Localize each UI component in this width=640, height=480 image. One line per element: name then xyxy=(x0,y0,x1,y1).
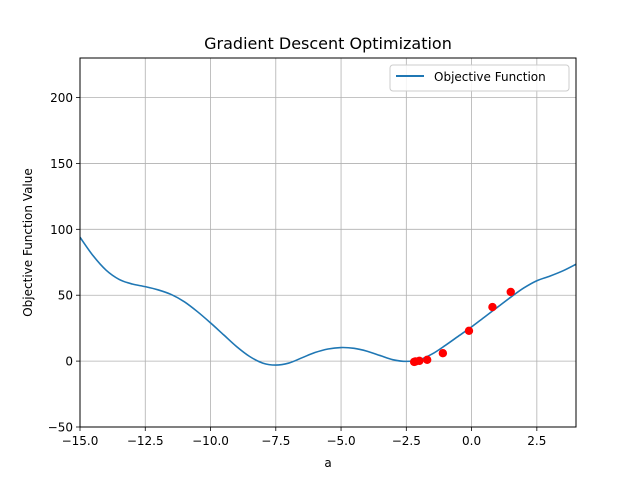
gradient-step-point xyxy=(488,302,497,312)
x-tick-label: −15.0 xyxy=(62,434,99,448)
legend-label: Objective Function xyxy=(434,70,546,84)
x-axis: −15.0 −12.5 −10.0 −7.5 −5.0 −2.5 0.0 2.5 xyxy=(62,427,546,448)
plot-area xyxy=(80,236,576,367)
x-tick-label: −10.0 xyxy=(192,434,229,448)
x-tick-label: −7.5 xyxy=(261,434,290,448)
axes-frame xyxy=(79,57,577,428)
legend-frame xyxy=(389,64,570,92)
gradient-step-point xyxy=(506,287,515,297)
y-axis-label: Objective Function Value xyxy=(21,168,35,317)
gradient-step-point xyxy=(464,326,474,335)
y-tick-label: 50 xyxy=(58,289,73,303)
legend: Objective Function xyxy=(389,64,570,92)
x-axis-label: a xyxy=(324,456,331,470)
y-tick-label: 200 xyxy=(50,91,73,105)
x-tick-label: −2.5 xyxy=(392,434,421,448)
y-tick-label: 0 xyxy=(65,355,73,369)
y-axis: −50 0 50 100 150 200 xyxy=(48,91,80,435)
chart-title: Gradient Descent Optimization xyxy=(204,34,452,53)
gradient-step-point xyxy=(409,357,419,367)
y-tick-label: 150 xyxy=(50,157,73,171)
x-tick-label: 0.0 xyxy=(462,434,481,448)
gradient-step-point xyxy=(438,349,448,358)
gradient-step-point xyxy=(423,355,432,364)
y-tick-label: −50 xyxy=(48,421,73,435)
x-tick-label: 2.5 xyxy=(527,434,546,448)
x-tick-label: −12.5 xyxy=(127,434,164,448)
y-tick-label: 100 xyxy=(50,223,73,237)
x-tick-label: −5.0 xyxy=(326,434,355,448)
